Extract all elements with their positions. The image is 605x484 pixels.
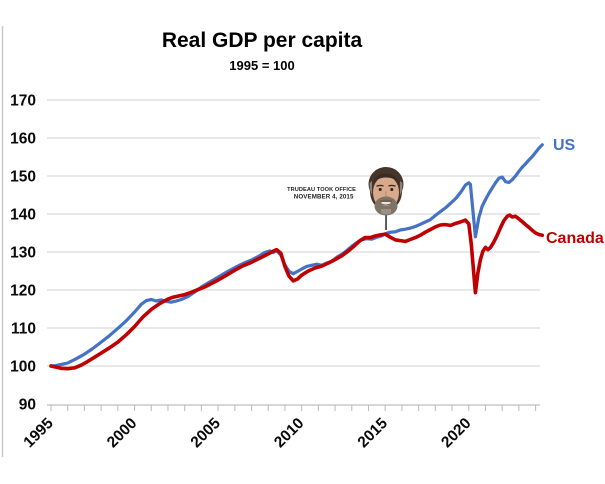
us-series-label: US bbox=[553, 137, 576, 154]
us-line bbox=[49, 143, 544, 368]
right-brow bbox=[388, 184, 396, 187]
left-brow bbox=[376, 184, 384, 187]
gray-temple-left bbox=[369, 181, 372, 195]
mustache bbox=[380, 199, 392, 202]
annotation-line1: TRUDEAU TOOK OFFICE bbox=[287, 187, 356, 193]
canada-series-label: Canada bbox=[546, 230, 604, 247]
chart-subtitle: 1995 = 100 bbox=[229, 58, 294, 73]
x-axis-label-1995: 1995 bbox=[20, 415, 57, 452]
y-axis-label-150: 150 bbox=[10, 169, 36, 186]
right-eye bbox=[390, 188, 394, 191]
y-axis-label-110: 110 bbox=[11, 321, 36, 338]
x-axis-label-2000: 2000 bbox=[104, 415, 140, 451]
gridlines bbox=[47, 99, 540, 367]
annotation-line2: NOVEMBER 4, 2015 bbox=[294, 194, 354, 201]
chart-title: Real GDP per capita bbox=[162, 29, 363, 52]
canada-line bbox=[49, 213, 545, 371]
hair-front bbox=[373, 173, 399, 184]
trudeau-face-photo bbox=[368, 167, 404, 216]
x-axis-ticks bbox=[47, 404, 540, 411]
y-axis-labels: 170 160 150 140 130 120 110 100 90 bbox=[10, 93, 36, 414]
y-axis-label-170: 170 bbox=[10, 93, 36, 110]
y-axis-label-130: 130 bbox=[10, 245, 36, 262]
y-axis-label-160: 160 bbox=[10, 131, 36, 148]
y-axis-label-140: 140 bbox=[10, 207, 36, 224]
left-eye bbox=[378, 188, 382, 191]
beard-gray-chin bbox=[381, 209, 391, 215]
y-axis-label-100: 100 bbox=[10, 359, 36, 376]
x-axis-labels: 1995 2000 2005 2010 2015 2020 bbox=[20, 415, 474, 452]
smile-line bbox=[380, 203, 392, 206]
gray-temple-right bbox=[400, 181, 403, 195]
x-axis-label-2020: 2020 bbox=[438, 415, 474, 451]
x-axis-label-2010: 2010 bbox=[271, 415, 307, 451]
y-axis-label-120: 120 bbox=[10, 283, 36, 300]
x-axis-label-2005: 2005 bbox=[188, 415, 225, 452]
y-axis-label-90: 90 bbox=[19, 397, 36, 414]
x-axis-label-2015: 2015 bbox=[355, 415, 392, 452]
nose bbox=[385, 190, 388, 197]
